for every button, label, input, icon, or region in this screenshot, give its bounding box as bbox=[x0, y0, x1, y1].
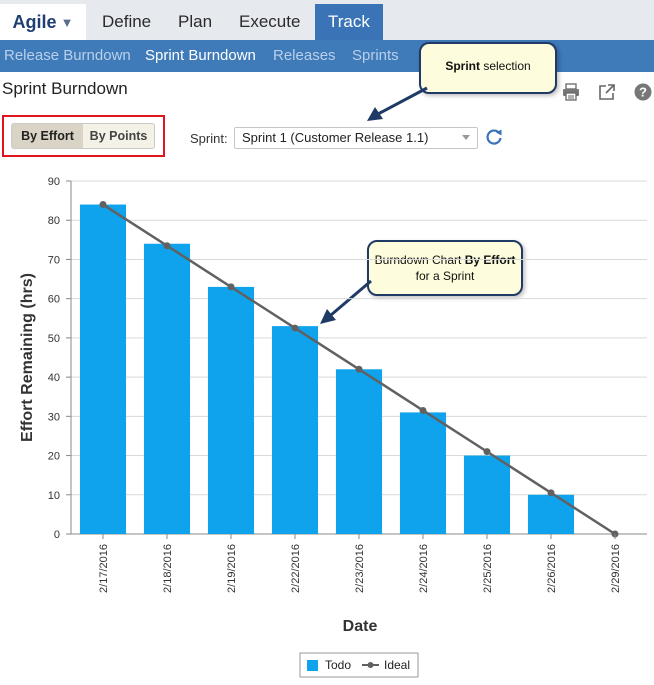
nav-item-define[interactable]: Define bbox=[102, 12, 152, 31]
y-tick-label: 10 bbox=[48, 490, 60, 502]
bar-todo bbox=[335, 369, 383, 534]
x-tick-label: 2/25/2016 bbox=[482, 544, 494, 593]
ideal-point bbox=[419, 406, 427, 414]
top-nav: Agile ▼ Define Plan Execute Track bbox=[0, 0, 654, 40]
y-axis-title: Effort Remaining (hrs) bbox=[19, 273, 36, 442]
ideal-point bbox=[483, 448, 491, 456]
callout-sprint-selection: Sprint selection bbox=[419, 42, 557, 94]
y-tick-label: 50 bbox=[48, 333, 60, 345]
x-tick-label: 2/18/2016 bbox=[162, 544, 174, 593]
bar-todo bbox=[143, 243, 191, 534]
bar-todo bbox=[527, 494, 575, 534]
y-tick-label: 30 bbox=[48, 411, 60, 423]
subnav-item-release-burndown[interactable]: Release Burndown bbox=[4, 47, 131, 64]
x-tick-label: 2/19/2016 bbox=[226, 544, 238, 593]
x-tick-label: 2/29/2016 bbox=[610, 544, 622, 593]
bar-todo bbox=[271, 326, 319, 534]
x-tick-label: 2/26/2016 bbox=[546, 544, 558, 593]
sprint-select[interactable]: Sprint 1 (Customer Release 1.1) bbox=[234, 127, 478, 149]
subnav-item-sprints[interactable]: Sprints bbox=[352, 47, 399, 64]
y-tick-label: 80 bbox=[48, 215, 60, 227]
bar-todo bbox=[399, 412, 447, 534]
callout-sprint-bold: Sprint bbox=[445, 59, 480, 73]
callout-burndown-text-2: for a Sprint bbox=[415, 269, 475, 283]
page-title: Sprint Burndown bbox=[2, 79, 128, 98]
callout-burndown-bold: By Effort bbox=[464, 253, 516, 267]
y-tick-label: 0 bbox=[54, 529, 60, 541]
ideal-point bbox=[547, 489, 555, 497]
nav-item-execute[interactable]: Execute bbox=[239, 12, 301, 31]
ideal-point bbox=[291, 324, 299, 332]
toggle-highlight-frame bbox=[2, 115, 165, 157]
legend-ideal-label: Ideal bbox=[384, 658, 410, 672]
burndown-chart: 0 10 20 30 40 50 60 70 80 90 2/17/2016 2/18/2016 2/1… bbox=[19, 176, 647, 678]
x-tick-label: 2/22/2016 bbox=[290, 544, 302, 593]
by-effort-button[interactable]: By Effort bbox=[12, 124, 83, 148]
bar-todo bbox=[207, 286, 255, 534]
ideal-point bbox=[227, 283, 235, 291]
y-tick-label: 20 bbox=[48, 451, 60, 463]
help-icon[interactable]: ? bbox=[633, 82, 653, 102]
legend-todo-label: Todo bbox=[325, 658, 351, 672]
callout-sprint-text: selection bbox=[479, 59, 531, 73]
svg-text:?: ? bbox=[639, 85, 647, 100]
legend-ideal-marker bbox=[367, 662, 374, 668]
nav-item-track[interactable]: Track bbox=[315, 4, 383, 40]
effort-points-toggle: By Effort By Points bbox=[11, 123, 155, 149]
x-axis-title: Date bbox=[343, 618, 378, 635]
ideal-point bbox=[163, 242, 171, 250]
chevron-down-icon: ▼ bbox=[60, 14, 74, 30]
callout-burndown-text-1: Burndown Chart bbox=[374, 253, 465, 267]
popout-icon[interactable] bbox=[597, 82, 617, 102]
bar-todo bbox=[463, 455, 511, 534]
y-tick-label: 60 bbox=[48, 294, 60, 306]
bar-todo bbox=[79, 204, 127, 534]
app-menu-button[interactable]: Agile ▼ bbox=[0, 4, 86, 40]
legend-box bbox=[299, 652, 419, 678]
arrow-sprint-head bbox=[367, 107, 383, 121]
ideal-point bbox=[99, 201, 107, 209]
subnav-item-releases[interactable]: Releases bbox=[273, 47, 336, 64]
sprint-label: Sprint: bbox=[190, 131, 228, 146]
chevron-down-icon bbox=[462, 135, 470, 140]
sprint-select-value: Sprint 1 (Customer Release 1.1) bbox=[242, 130, 429, 145]
x-tick-label: 2/24/2016 bbox=[418, 544, 430, 593]
subnav-item-sprint-burndown[interactable]: Sprint Burndown bbox=[145, 47, 256, 64]
refresh-icon[interactable] bbox=[484, 127, 504, 147]
legend-todo-swatch bbox=[307, 660, 318, 671]
arrow-sprint-line bbox=[377, 86, 428, 116]
print-icon[interactable] bbox=[561, 82, 581, 102]
ideal-point bbox=[355, 365, 363, 373]
x-tick-label: 2/23/2016 bbox=[354, 544, 366, 593]
callout-burndown-chart: Burndown Chart By Effort for a Sprint bbox=[367, 240, 523, 296]
y-tick-label: 90 bbox=[48, 176, 60, 188]
y-tick-label: 70 bbox=[48, 254, 60, 266]
nav-item-plan[interactable]: Plan bbox=[178, 12, 213, 31]
brand-label: Agile bbox=[12, 11, 57, 32]
by-points-button[interactable]: By Points bbox=[89, 129, 148, 143]
x-tick-label: 2/17/2016 bbox=[98, 544, 110, 593]
y-tick-label: 40 bbox=[48, 372, 60, 384]
